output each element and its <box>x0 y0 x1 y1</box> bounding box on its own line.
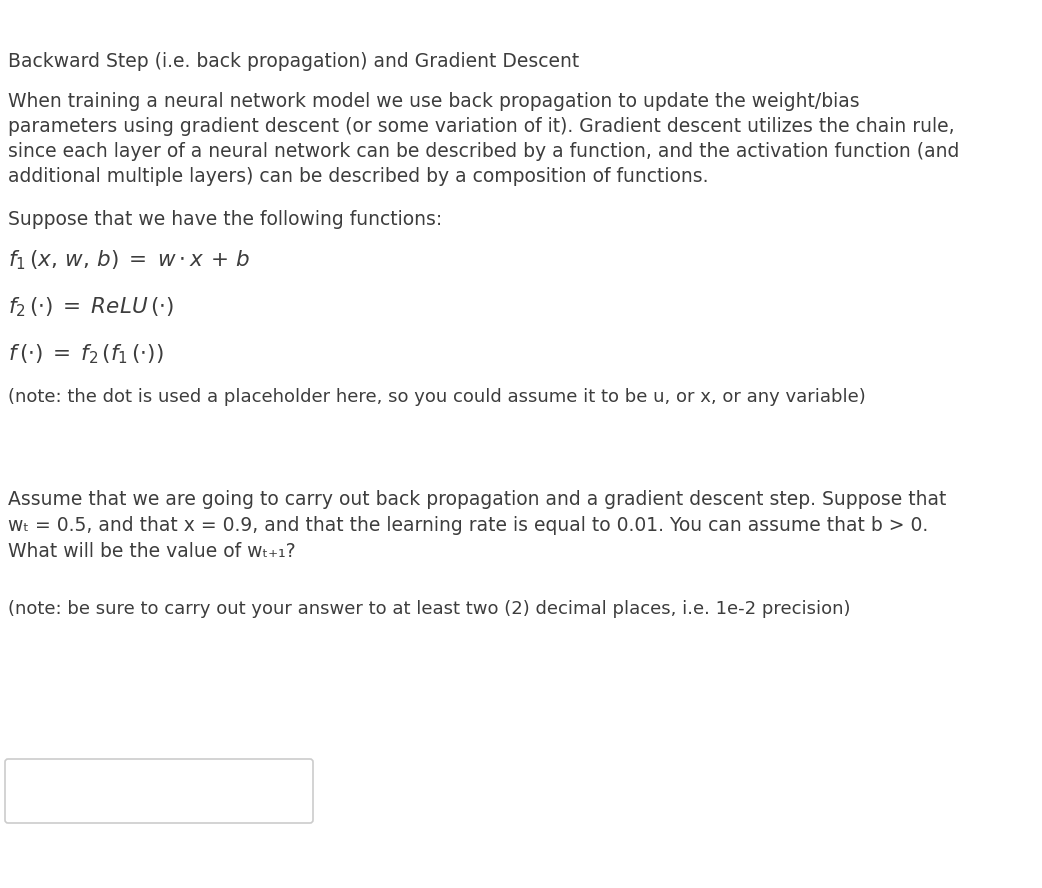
Text: wₜ = 0.5, and that x = 0.9, and that the learning rate is equal to 0.01. You can: wₜ = 0.5, and that x = 0.9, and that the… <box>8 516 928 535</box>
FancyBboxPatch shape <box>5 759 313 823</box>
Text: Backward Step (i.e. back propagation) and Gradient Descent: Backward Step (i.e. back propagation) an… <box>8 52 579 71</box>
Text: $f\,(\cdot)\; =\; f_2\,(f_1\,(\cdot))$: $f\,(\cdot)\; =\; f_2\,(f_1\,(\cdot))$ <box>8 342 164 366</box>
Text: additional multiple layers) can be described by a composition of functions.: additional multiple layers) can be descr… <box>8 167 709 186</box>
Text: (note: the dot is used a placeholder here, so you could assume it to be u, or x,: (note: the dot is used a placeholder her… <box>8 388 866 406</box>
Text: Assume that we are going to carry out back propagation and a gradient descent st: Assume that we are going to carry out ba… <box>8 490 946 509</box>
Text: since each layer of a neural network can be described by a function, and the act: since each layer of a neural network can… <box>8 142 960 161</box>
Text: (note: be sure to carry out your answer to at least two (2) decimal places, i.e.: (note: be sure to carry out your answer … <box>8 600 850 618</box>
Text: parameters using gradient descent (or some variation of it). Gradient descent ut: parameters using gradient descent (or so… <box>8 117 954 136</box>
Text: What will be the value of wₜ₊₁?: What will be the value of wₜ₊₁? <box>8 542 296 561</box>
Text: $f_1\,(x,\, w,\, b)\; =\; w \cdot x\, +\, b$: $f_1\,(x,\, w,\, b)\; =\; w \cdot x\, +\… <box>8 248 250 272</box>
Text: $f_2\,(\cdot)\; =\; \mathit{ReLU}\,(\cdot)$: $f_2\,(\cdot)\; =\; \mathit{ReLU}\,(\cdo… <box>8 295 174 319</box>
Text: Suppose that we have the following functions:: Suppose that we have the following funct… <box>8 210 442 229</box>
Text: When training a neural network model we use back propagation to update the weigh: When training a neural network model we … <box>8 92 860 111</box>
